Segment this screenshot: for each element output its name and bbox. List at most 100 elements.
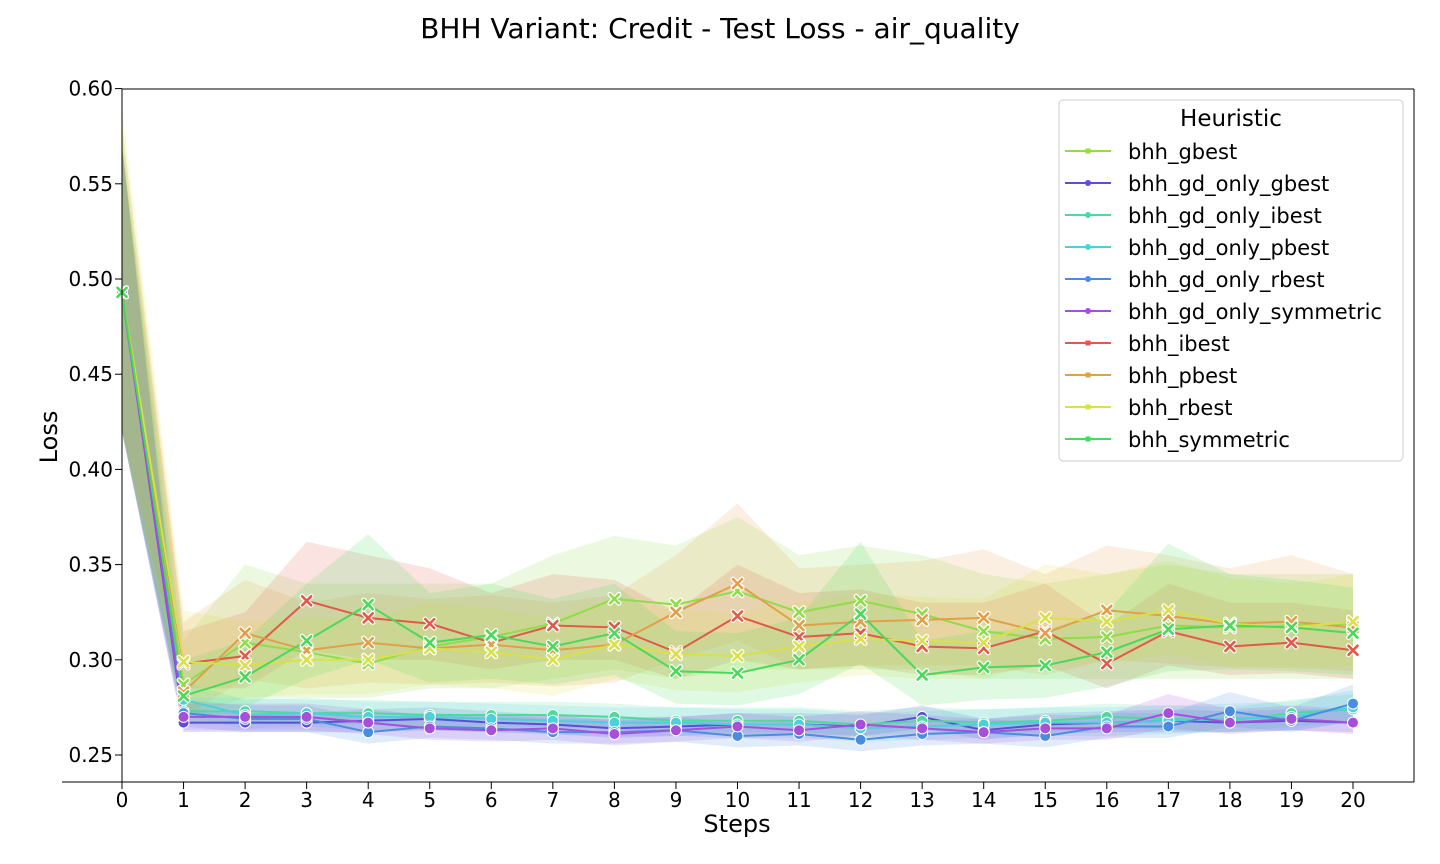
- point-bhh_ibest: [422, 616, 437, 631]
- point-bhh_symmetric: [1099, 645, 1114, 660]
- legend-item: bhh_gd_only_gbest: [1065, 172, 1329, 197]
- legend-item: bhh_gd_only_symmetric: [1065, 300, 1382, 325]
- x-marker: [1162, 604, 1175, 617]
- x-marker: [1224, 619, 1236, 632]
- point-bhh_symmetric: [361, 597, 376, 612]
- point-bhh_gd_only_symmetric: [669, 724, 682, 737]
- x-marker: [670, 648, 682, 660]
- x-marker: [547, 619, 559, 632]
- x-tick-label: 19: [1279, 788, 1304, 812]
- x-marker: [608, 638, 621, 651]
- x-marker: [362, 654, 374, 666]
- point-bhh_ibest: [545, 618, 560, 633]
- point-bhh_symmetric: [792, 652, 807, 667]
- point-bhh_symmetric: [484, 628, 499, 643]
- point-bhh_symmetric: [299, 633, 314, 648]
- point-bhh_rbest: [545, 652, 560, 667]
- band-bhh_rbest: [122, 107, 1353, 698]
- x-tick-label: 18: [1217, 788, 1242, 812]
- x-tick-label: 9: [670, 788, 683, 812]
- legend-marker: [1085, 212, 1091, 218]
- point-bhh_rbest: [1161, 603, 1176, 618]
- x-marker: [485, 629, 498, 641]
- point-bhh_gd_only_rbest: [854, 733, 867, 746]
- point-bhh_gd_only_symmetric: [1039, 722, 1052, 735]
- x-marker: [854, 608, 867, 620]
- x-marker: [916, 634, 928, 647]
- point-bhh_gd_only_symmetric: [1223, 716, 1236, 729]
- point-bhh_gd_only_rbest: [1162, 720, 1175, 733]
- x-marker: [731, 650, 744, 662]
- x-marker: [177, 690, 190, 702]
- x-marker: [1162, 623, 1175, 636]
- point-bhh_gd_only_symmetric: [423, 722, 436, 735]
- x-marker: [731, 667, 744, 679]
- point-bhh_symmetric: [915, 668, 930, 683]
- point-bhh_rbest: [238, 658, 253, 673]
- x-marker: [547, 654, 559, 666]
- x-tick-label: 7: [546, 788, 559, 812]
- legend-label: bhh_gd_only_symmetric: [1128, 300, 1382, 325]
- point-bhh_ibest: [1346, 643, 1360, 658]
- legend-label: bhh_rbest: [1128, 396, 1233, 421]
- x-marker: [1224, 640, 1236, 653]
- legend-marker: [1085, 372, 1091, 378]
- point-bhh_rbest: [1099, 614, 1114, 629]
- x-marker: [1347, 644, 1359, 657]
- x-tick-label: 11: [786, 788, 811, 812]
- point-bhh_gd_only_symmetric: [485, 724, 498, 737]
- legend-label: bhh_gd_only_rbest: [1128, 268, 1325, 293]
- x-marker: [1101, 657, 1113, 670]
- legend-item: bhh_gbest: [1065, 140, 1237, 165]
- point-bhh_rbest: [976, 635, 991, 650]
- band-bhh_symmetric: [122, 145, 1353, 717]
- point-bhh_pbest: [238, 626, 253, 641]
- point-bhh_symmetric: [1346, 626, 1360, 641]
- legend-item: bhh_gd_only_ibest: [1065, 204, 1322, 229]
- x-marker: [239, 636, 251, 649]
- x-marker: [362, 612, 374, 624]
- point-bhh_rbest: [361, 652, 376, 667]
- point-bhh_symmetric: [422, 635, 437, 650]
- x-marker: [731, 577, 744, 590]
- point-bhh_gd_only_symmetric: [1162, 707, 1175, 720]
- point-bhh_gd_only_symmetric: [546, 722, 559, 735]
- point-bhh_gd_only_symmetric: [1285, 712, 1298, 725]
- x-marker: [977, 636, 990, 649]
- point-bhh_rbest: [299, 652, 314, 667]
- x-tick-label: 14: [971, 788, 996, 812]
- point-bhh_symmetric: [1038, 658, 1053, 673]
- x-tick-label: 10: [725, 788, 750, 812]
- point-bhh_ibest: [299, 593, 314, 608]
- x-marker: [1347, 615, 1359, 628]
- point-bhh_gbest: [976, 624, 991, 639]
- point-bhh_gbest: [607, 591, 622, 606]
- y-axis-label: Loss: [35, 411, 63, 464]
- legend-item: bhh_symmetric: [1065, 428, 1290, 453]
- legend-marker: [1085, 436, 1091, 442]
- point-bhh_pbest: [668, 605, 683, 620]
- legend-item: bhh_gd_only_rbest: [1065, 268, 1325, 293]
- point-bhh_ibest: [361, 610, 376, 625]
- x-tick-label: 5: [423, 788, 436, 812]
- y-tick-label: 0.45: [68, 362, 113, 386]
- x-marker: [300, 654, 313, 666]
- x-marker: [1101, 615, 1113, 628]
- point-bhh_gd_only_symmetric: [1100, 722, 1113, 735]
- x-tick-label: 16: [1094, 788, 1119, 812]
- y-tick-label: 0.60: [68, 77, 113, 101]
- legend-marker: [1085, 404, 1091, 410]
- point-bhh_pbest: [299, 643, 314, 658]
- x-tick-label: 15: [1033, 788, 1058, 812]
- y-tick-label: 0.40: [68, 457, 113, 481]
- legend-box: [1058, 99, 1404, 462]
- x-marker: [300, 644, 313, 657]
- point-bhh_gbest: [238, 635, 253, 650]
- point-bhh_symmetric: [730, 666, 745, 681]
- legend-title: Heuristic: [1180, 106, 1282, 132]
- legend-label: bhh_gd_only_ibest: [1128, 204, 1322, 229]
- point-bhh_symmetric: [1161, 622, 1176, 637]
- x-marker: [1039, 612, 1052, 624]
- point-bhh_ibest: [792, 629, 807, 644]
